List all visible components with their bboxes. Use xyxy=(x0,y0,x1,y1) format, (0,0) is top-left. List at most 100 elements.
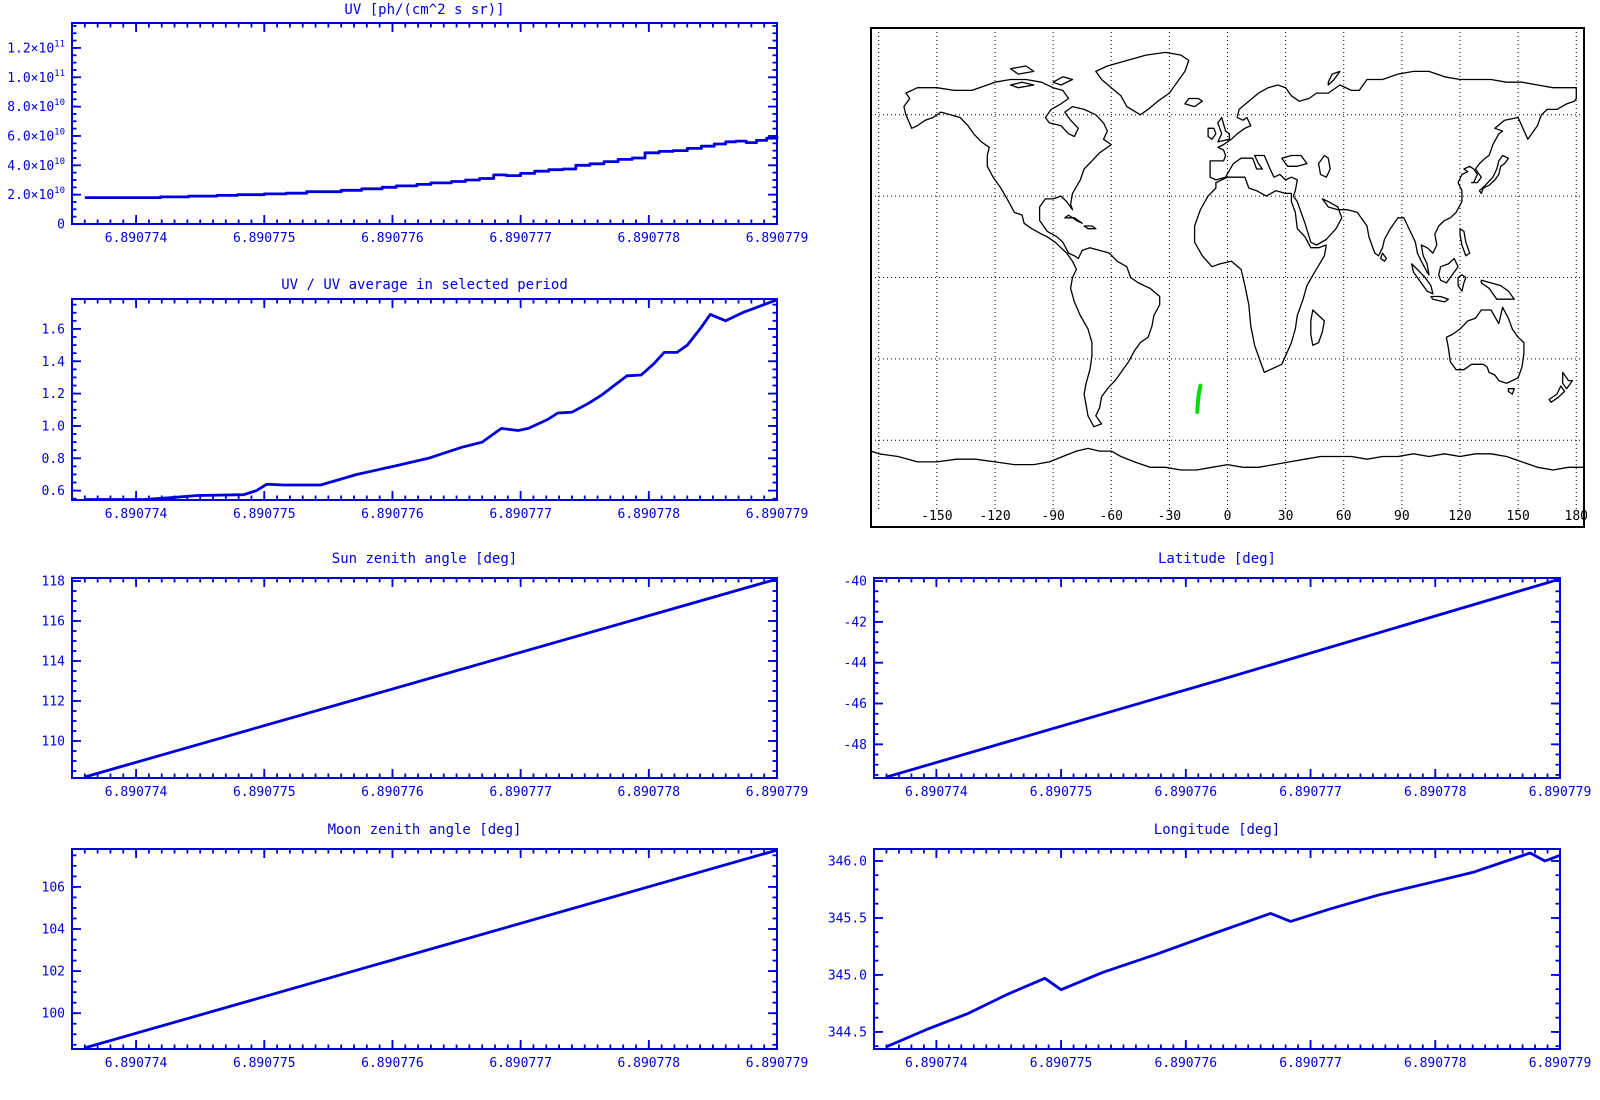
coastline-philippines xyxy=(1459,228,1471,257)
map-lon-label: 150 xyxy=(1506,509,1529,524)
tick-label: 6.890778 xyxy=(618,1056,681,1071)
tick-label: -48 xyxy=(844,738,867,753)
tick-label: 1.0 xyxy=(42,419,65,434)
map-lon-label: -120 xyxy=(979,509,1010,524)
coastline-sumatra xyxy=(1410,263,1434,295)
tick-label: 1.2×1011 xyxy=(7,39,65,56)
uv-ratio-plot-title: UV / UV average in selected period xyxy=(281,277,568,293)
uv-plot: 6.890774 6.890775 6.890776 6.890777 6.890778… xyxy=(7,22,809,246)
plot-frame xyxy=(71,22,778,225)
moon-zenith-plot-title: Moon zenith angle [deg] xyxy=(327,822,522,838)
tick-label: 6.890777 xyxy=(489,507,552,522)
tick-label: 112 xyxy=(42,695,65,710)
tick-label: 6.890777 xyxy=(1279,785,1342,800)
tick-label: 100 xyxy=(42,1007,65,1022)
tick-label: 6.890775 xyxy=(1030,1056,1093,1071)
coastline-antarctica xyxy=(870,447,1584,471)
satellite-ground-track xyxy=(1195,383,1203,414)
coastline-greenland xyxy=(1095,51,1190,116)
tick-label: 6.890778 xyxy=(1404,1056,1467,1071)
tick-label: 6.890779 xyxy=(1529,1056,1592,1071)
tick-label: 6.890777 xyxy=(1279,1056,1342,1071)
tick-label: 106 xyxy=(42,880,65,895)
tick-label: 110 xyxy=(42,735,65,750)
tick-label: 1.4 xyxy=(42,355,66,370)
tick-label: 6.890777 xyxy=(489,785,552,800)
coastline-ireland xyxy=(1207,127,1217,140)
tick-label: -42 xyxy=(844,615,867,630)
plot-frame xyxy=(873,577,1561,779)
tick-label: 0 xyxy=(57,218,65,233)
coastline-cuba xyxy=(1064,214,1083,224)
tick-label: 6.890776 xyxy=(361,507,424,522)
coastline-eurasia xyxy=(1209,70,1577,276)
tick-label: 6.890778 xyxy=(618,231,681,246)
tick-label: 6.890776 xyxy=(361,785,424,800)
latitude-plot: 6.890774 6.890775 6.890776 6.890777 6.890778… xyxy=(844,575,1592,800)
tick-label: 0.8 xyxy=(42,452,65,467)
uv-ratio-series-line xyxy=(84,298,778,501)
tick-label: 102 xyxy=(42,965,65,980)
tick-label: 114 xyxy=(42,655,66,670)
coastline-iceland xyxy=(1184,97,1203,108)
tick-label: 104 xyxy=(42,923,66,938)
coastline-sri-lanka xyxy=(1379,252,1388,262)
tick-label: 346.0 xyxy=(828,854,867,869)
tick-label: 6.890775 xyxy=(233,785,296,800)
sun-zenith-plot-title: Sun zenith angle [deg] xyxy=(331,551,518,567)
longitude-series-line xyxy=(885,851,1561,1048)
coastline-japan xyxy=(1478,154,1510,195)
uv-series-line xyxy=(84,136,779,199)
tick-label: 6.890779 xyxy=(746,507,809,522)
uv-ratio-plot: 6.890774 6.890775 6.890776 6.890777 6.890778… xyxy=(42,298,809,522)
map-frame xyxy=(870,27,1585,528)
coastline-borneo xyxy=(1438,257,1459,284)
map-lon-label: 180 xyxy=(1565,509,1588,524)
map-lon-label: -150 xyxy=(921,509,952,524)
coastline-arctic-islands-3 xyxy=(1009,81,1035,89)
tick-label: 345.5 xyxy=(828,911,867,926)
tick-label: 0.6 xyxy=(42,484,65,499)
latitude-series-line xyxy=(886,577,1561,779)
longitude-plot-title: Longitude [deg] xyxy=(1153,822,1281,838)
world-map: -150 -120 -90 -60 -30 0 30 60 90 120 150 180 xyxy=(870,27,1588,528)
uv-plot-title: UV [ph/(cm^2 s sr)] xyxy=(344,2,505,18)
tick-label: 6.890774 xyxy=(105,507,168,522)
tick-label: 6.890778 xyxy=(1404,785,1467,800)
coastline-sulawesi xyxy=(1457,274,1467,292)
tick-label: 6.890777 xyxy=(489,1056,552,1071)
map-lon-label: 60 xyxy=(1336,509,1352,524)
plot-frame xyxy=(873,848,1561,1050)
coastline-caspian-sea xyxy=(1317,154,1331,178)
coastline-arctic-islands-2 xyxy=(1009,65,1035,75)
coastline-new-guinea xyxy=(1480,279,1515,300)
map-lon-label: 90 xyxy=(1394,509,1410,524)
tick-label: 8.0×1010 xyxy=(7,98,65,115)
map-lon-label: -60 xyxy=(1100,509,1123,524)
tick-label: 6.890778 xyxy=(618,507,681,522)
tick-label: 6.890776 xyxy=(1155,785,1218,800)
coastline-black-sea xyxy=(1281,154,1308,167)
tick-label: 6.890779 xyxy=(1529,785,1592,800)
coastline-madagascar xyxy=(1310,309,1326,346)
tick-label: 1.2 xyxy=(42,387,65,402)
tick-label: 6.0×1010 xyxy=(7,127,65,144)
map-lon-label: 0 xyxy=(1224,509,1232,524)
tick-label: 1.0×1011 xyxy=(7,69,65,86)
tick-label: 6.890779 xyxy=(746,231,809,246)
tick-label: 344.5 xyxy=(828,1025,867,1040)
coastline-hispaniola xyxy=(1083,225,1097,230)
coastline-americas xyxy=(903,78,1161,428)
coastline-java xyxy=(1430,295,1450,303)
tick-label: 6.890774 xyxy=(905,785,968,800)
coastline-arctic-islands-1 xyxy=(1052,76,1074,86)
map-lon-label: -90 xyxy=(1041,509,1064,524)
coastline-novaya-zemlya xyxy=(1327,70,1341,86)
coastline-uk xyxy=(1217,116,1231,143)
plot-frame xyxy=(71,577,778,779)
tick-label: 6.890776 xyxy=(1155,1056,1218,1071)
coastline-nz-north xyxy=(1562,371,1574,390)
tick-label: -44 xyxy=(844,656,868,671)
